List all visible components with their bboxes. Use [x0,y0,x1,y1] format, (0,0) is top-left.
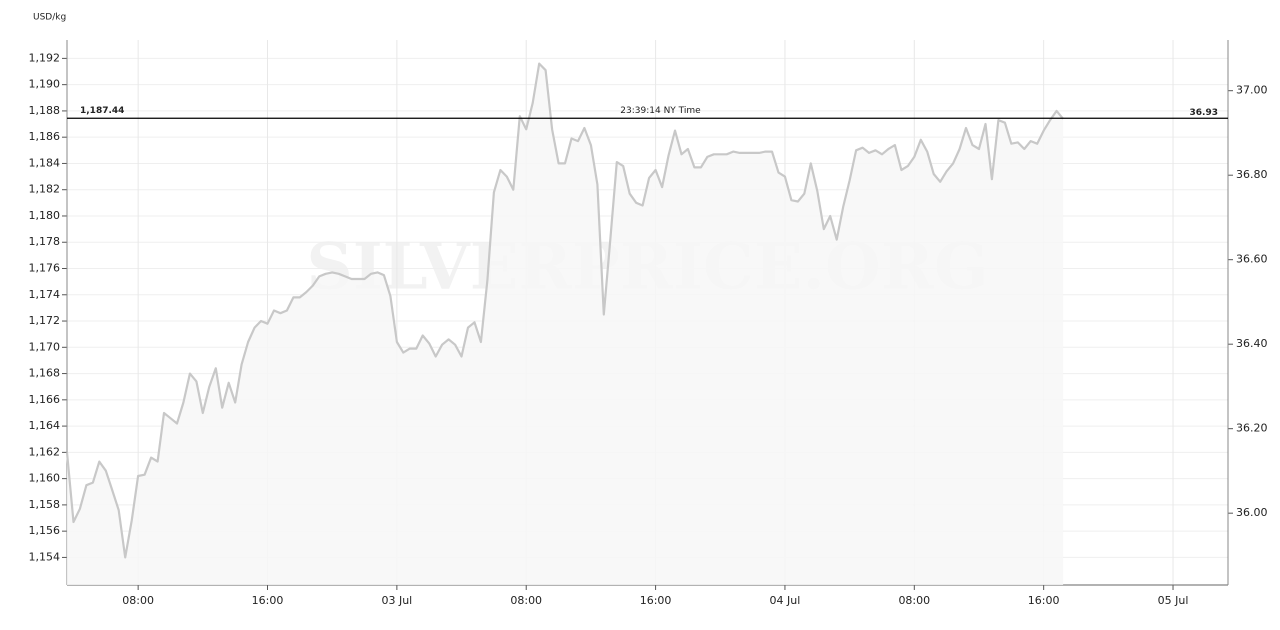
x-tick-label: 03 Jul [381,594,412,607]
y2-tick-label: 36.00 [1236,506,1268,519]
y-tick-label: 1,178 [29,235,61,248]
y-tick-label: 1,154 [29,550,61,563]
x-tick-label: 16:00 [1028,594,1060,607]
x-tick-label: 16:00 [640,594,672,607]
y-tick-label: 1,186 [29,130,61,143]
y-tick-label: 1,182 [29,183,61,196]
y-tick-label: 1,160 [29,472,61,485]
y-tick-label: 1,180 [29,209,61,222]
x-tick-label: 05 Jul [1158,594,1189,607]
y-tick-label: 1,158 [29,498,61,511]
x-tick-label: 08:00 [510,594,542,607]
y-tick-label: 1,184 [29,156,61,169]
current-price-label-2: 36.93 [1190,108,1218,118]
y-tick-label: 1,188 [29,104,61,117]
y-tick-label: 1,168 [29,367,61,380]
y2-tick-label: 36.80 [1236,168,1268,181]
y-tick-label: 1,170 [29,340,61,353]
x-tick-label: 08:00 [898,594,930,607]
y-tick-label: 1,192 [29,51,61,64]
x-tick-label: 04 Jul [770,594,801,607]
y-tick-label: 1,164 [29,419,61,432]
y-tick-label: 1,176 [29,262,61,275]
y-tick-label: 1,190 [29,78,61,91]
area [67,63,1064,586]
y2-tick-label: 36.20 [1236,422,1268,435]
x-tick-label: 08:00 [122,594,154,607]
current-price-label: 1,187.44 [80,106,124,116]
line [65,62,1064,559]
current-time-label: 23:39:14 NY Time [620,106,701,116]
x-tick-label: 16:00 [252,594,284,607]
y-tick-label: 1,156 [29,524,61,537]
y-tick-label: 1,174 [29,288,61,301]
y-tick-label: 1,172 [29,314,61,327]
y2-tick-label: 36.40 [1236,337,1268,350]
y-tick-label: 1,166 [29,393,61,406]
y2-tick-label: 37.00 [1236,84,1268,97]
y2-tick-label: 36.60 [1236,253,1268,266]
y-tick-label: 1,162 [29,445,61,458]
y-axis-label: USD/kg [33,13,66,23]
